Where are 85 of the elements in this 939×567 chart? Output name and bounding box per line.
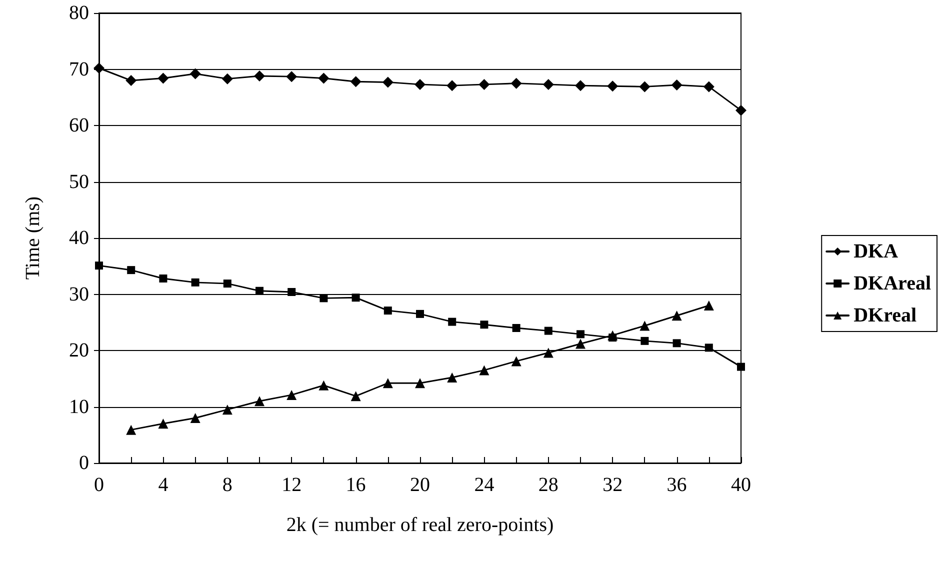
- point: [543, 348, 554, 358]
- point: [384, 306, 392, 315]
- point: [222, 73, 233, 84]
- point: [352, 294, 360, 302]
- y-tick-label: 0: [79, 452, 89, 474]
- point: [126, 424, 136, 435]
- point: [542, 78, 554, 90]
- x-tick-label: 24: [474, 474, 494, 496]
- point: [671, 80, 682, 90]
- point: [510, 78, 522, 89]
- point: [95, 262, 103, 270]
- point: [318, 72, 330, 84]
- x-tick-label: 32: [602, 474, 623, 496]
- y-tick-label: 30: [69, 283, 89, 306]
- legend-label: DKreal: [854, 304, 917, 326]
- point: [382, 76, 394, 88]
- y-tick-label: 80: [69, 2, 89, 24]
- point: [191, 278, 200, 286]
- point: [350, 76, 362, 88]
- point: [672, 339, 681, 348]
- point: [159, 274, 168, 282]
- point: [478, 78, 490, 90]
- x-tick-label: 40: [731, 474, 751, 496]
- point: [607, 80, 618, 92]
- point: [223, 280, 232, 288]
- legend-label: DKAreal: [854, 272, 932, 294]
- x-tick-label: 28: [538, 474, 558, 496]
- point: [94, 62, 104, 74]
- point: [544, 326, 552, 335]
- point: [254, 70, 265, 82]
- point: [158, 418, 168, 429]
- point: [382, 378, 393, 388]
- y-axis-title: Time (ms): [22, 196, 44, 280]
- point: [190, 413, 200, 423]
- point: [288, 288, 296, 296]
- point: [158, 72, 169, 84]
- y-tick-label: 60: [69, 114, 89, 136]
- point: [608, 334, 617, 342]
- y-tick-label: 50: [69, 170, 89, 193]
- point: [320, 294, 328, 302]
- point: [576, 338, 586, 349]
- point: [640, 320, 650, 331]
- x-tick-label: 8: [222, 474, 232, 496]
- y-tick-label: 10: [69, 396, 89, 418]
- y-tick-label: 70: [69, 58, 89, 80]
- legend-label: DKA: [854, 240, 899, 262]
- x-tick-label: 20: [410, 474, 430, 496]
- y-tick-label: 20: [69, 340, 89, 362]
- point: [222, 404, 232, 415]
- point: [736, 104, 746, 116]
- x-tick-label: 4: [158, 474, 168, 496]
- point: [704, 300, 714, 310]
- point: [126, 75, 137, 86]
- point: [256, 286, 264, 295]
- x-tick-label: 36: [666, 474, 687, 496]
- point: [286, 390, 297, 400]
- point: [350, 391, 361, 402]
- point: [575, 80, 586, 92]
- point: [737, 362, 745, 371]
- point: [254, 396, 264, 406]
- point: [447, 372, 458, 382]
- point: [704, 344, 713, 352]
- point: [318, 380, 329, 390]
- point: [576, 330, 584, 338]
- point: [639, 81, 650, 92]
- point: [446, 80, 458, 92]
- point: [448, 318, 456, 326]
- point: [479, 365, 490, 376]
- point: [127, 266, 136, 274]
- point: [415, 378, 425, 388]
- x-tick-label: 12: [282, 474, 302, 496]
- x-axis-title: 2k (= number of real zero-points): [286, 514, 554, 536]
- point: [480, 320, 488, 329]
- point: [416, 310, 424, 318]
- x-tick-label: 16: [346, 474, 366, 496]
- point: [672, 310, 682, 321]
- point: [190, 68, 201, 80]
- point: [703, 81, 714, 92]
- point: [414, 78, 426, 90]
- point: [640, 336, 649, 345]
- x-tick-label: 0: [94, 474, 104, 496]
- point: [512, 324, 520, 332]
- y-tick-label: 40: [69, 227, 89, 249]
- point: [511, 356, 522, 366]
- point: [286, 71, 298, 82]
